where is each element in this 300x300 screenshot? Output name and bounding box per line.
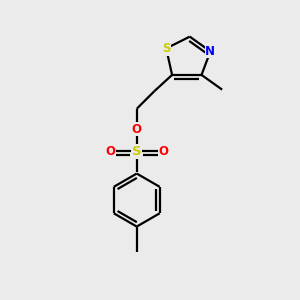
Text: O: O: [158, 145, 168, 158]
Text: S: S: [162, 42, 170, 55]
Text: O: O: [132, 123, 142, 136]
Text: O: O: [105, 145, 115, 158]
Text: N: N: [206, 45, 215, 58]
Text: S: S: [132, 145, 142, 158]
